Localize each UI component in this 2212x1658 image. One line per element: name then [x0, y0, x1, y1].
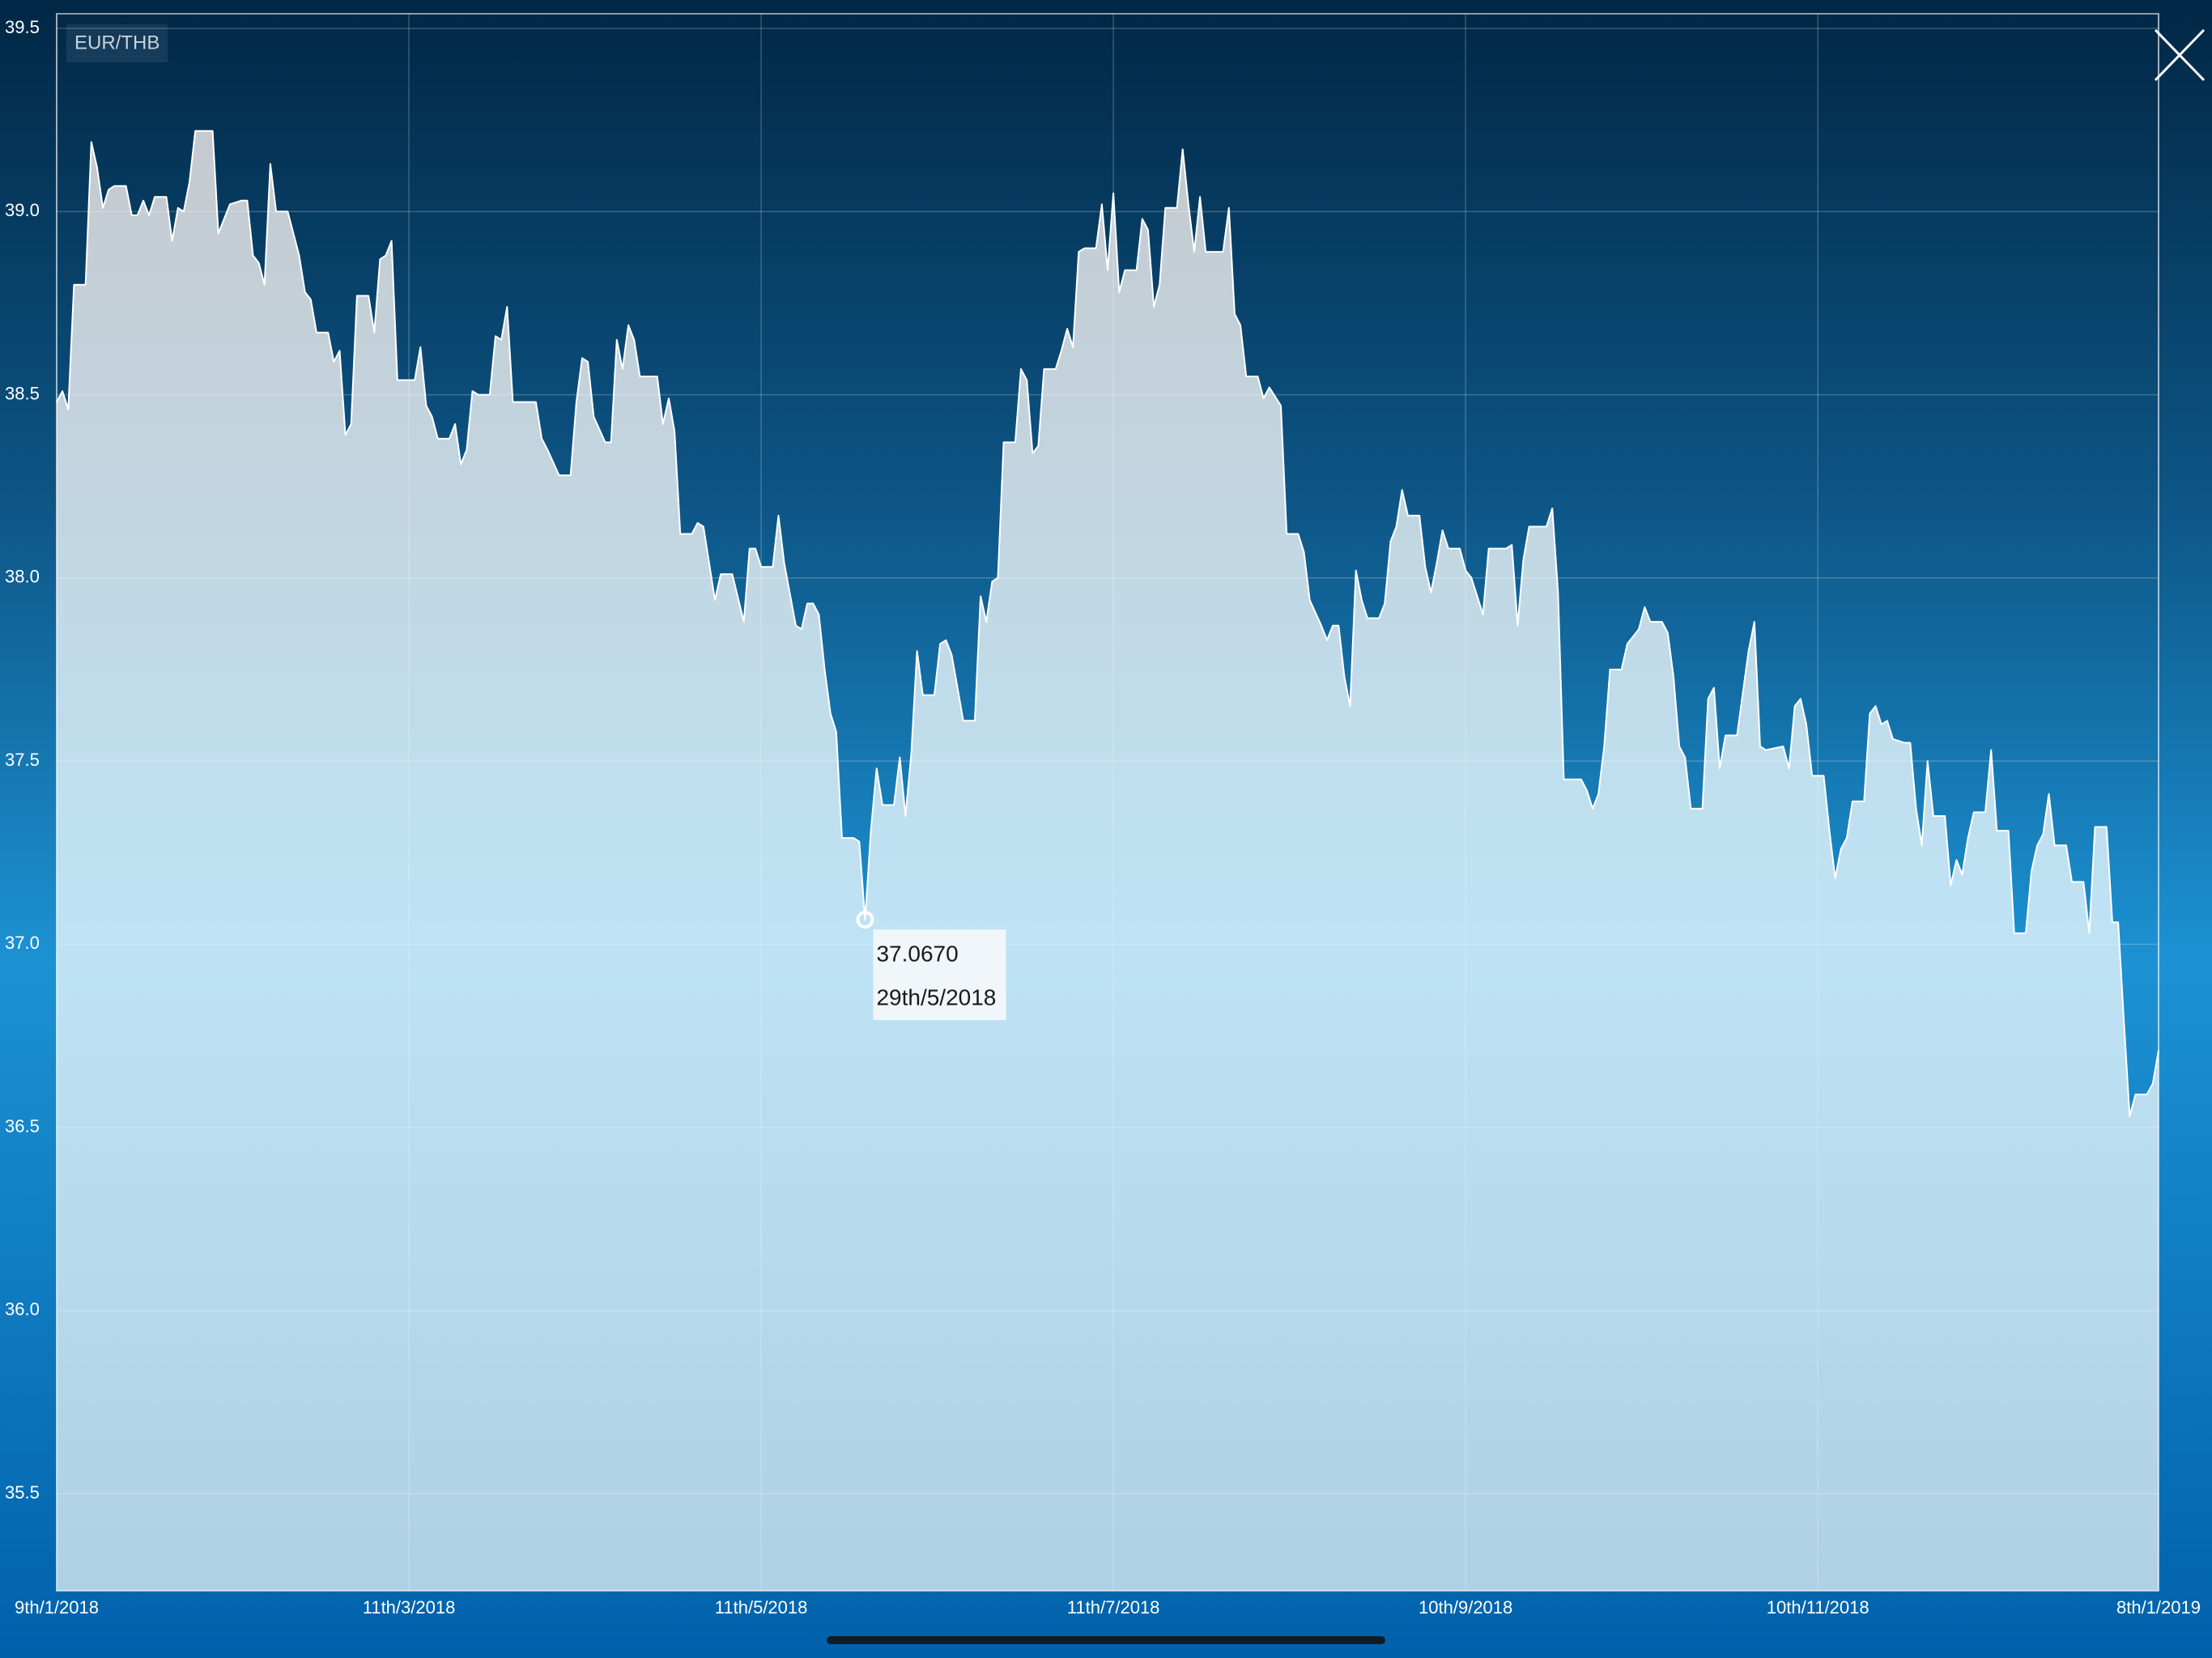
- y-tick-label: 38.0: [5, 567, 40, 587]
- y-tick-label: 36.5: [5, 1116, 40, 1136]
- y-tick-label: 39.5: [5, 17, 40, 37]
- x-tick-label: 11th/5/2018: [715, 1597, 808, 1618]
- x-tick-label: 11th/7/2018: [1067, 1597, 1160, 1618]
- y-tick-label: 36.0: [5, 1299, 40, 1320]
- series-label: EUR/THB: [74, 32, 160, 53]
- tooltip-marker: [856, 911, 874, 929]
- x-tick-label: 11th/3/2018: [363, 1597, 456, 1618]
- y-tick-label: 35.5: [5, 1482, 40, 1503]
- x-tick-label: 10th/11/2018: [1767, 1597, 1870, 1618]
- close-button[interactable]: [2150, 24, 2206, 85]
- x-tick-label: 10th/9/2018: [1419, 1597, 1512, 1618]
- y-tick-label: 38.5: [5, 383, 40, 403]
- x-tick-label: 9th/1/2018: [15, 1597, 99, 1618]
- series-label-box: [66, 24, 168, 62]
- tooltip-date: 29th/5/2018: [876, 984, 996, 1010]
- home-indicator: [827, 1636, 1385, 1644]
- plot-border: [56, 13, 2159, 1592]
- tooltip-box: [873, 929, 1006, 1021]
- close-icon-stroke: [2154, 28, 2206, 82]
- plot-area: [56, 13, 2159, 1592]
- x-tick-label: 8th/1/2019: [2116, 1597, 2201, 1618]
- y-tick-label: 39.0: [5, 200, 40, 220]
- y-tick-label: 37.0: [5, 933, 40, 953]
- y-tick-label: 37.5: [5, 750, 40, 770]
- area-line: [56, 130, 2159, 1117]
- area-fill: [57, 130, 2159, 1591]
- tooltip-value: 37.0670: [876, 941, 958, 966]
